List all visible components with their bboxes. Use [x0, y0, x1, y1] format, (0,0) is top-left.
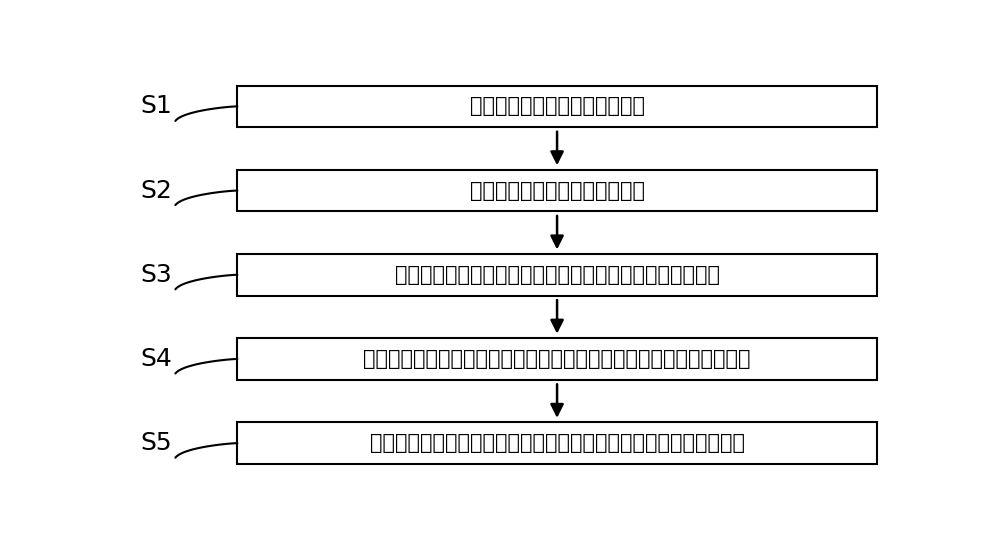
Text: 获得纯电动车行驶的路面的坡角: 获得纯电动车行驶的路面的坡角	[470, 96, 645, 117]
Text: S3: S3	[140, 263, 172, 287]
Text: S1: S1	[140, 94, 172, 118]
Text: S2: S2	[140, 179, 172, 202]
Text: 根据车辆动态调节等级和当前大扣矩持续时间，确定第二扣矩输出阀値: 根据车辆动态调节等级和当前大扣矩持续时间，确定第二扣矩输出阀値	[363, 349, 751, 369]
Text: 根据车辆动态调节等级和当前转速，确定第一扣矩输出阀値: 根据车辆动态调节等级和当前转速，确定第一扣矩输出阀値	[395, 265, 720, 285]
Bar	[237, 422, 877, 464]
Text: 根据坡角确定车辆动态调节等级: 根据坡角确定车辆动态调节等级	[470, 180, 645, 200]
Bar	[237, 338, 877, 380]
Text: S5: S5	[140, 431, 172, 455]
Bar	[237, 170, 877, 211]
Bar	[237, 85, 877, 127]
Text: S4: S4	[140, 347, 172, 371]
Text: 根据第一扣矩输出阀値和第二扣矩输出阀値，得到当前扣矩输出阀値: 根据第一扣矩输出阀値和第二扣矩输出阀値，得到当前扣矩输出阀値	[370, 433, 745, 453]
Bar	[237, 254, 877, 295]
